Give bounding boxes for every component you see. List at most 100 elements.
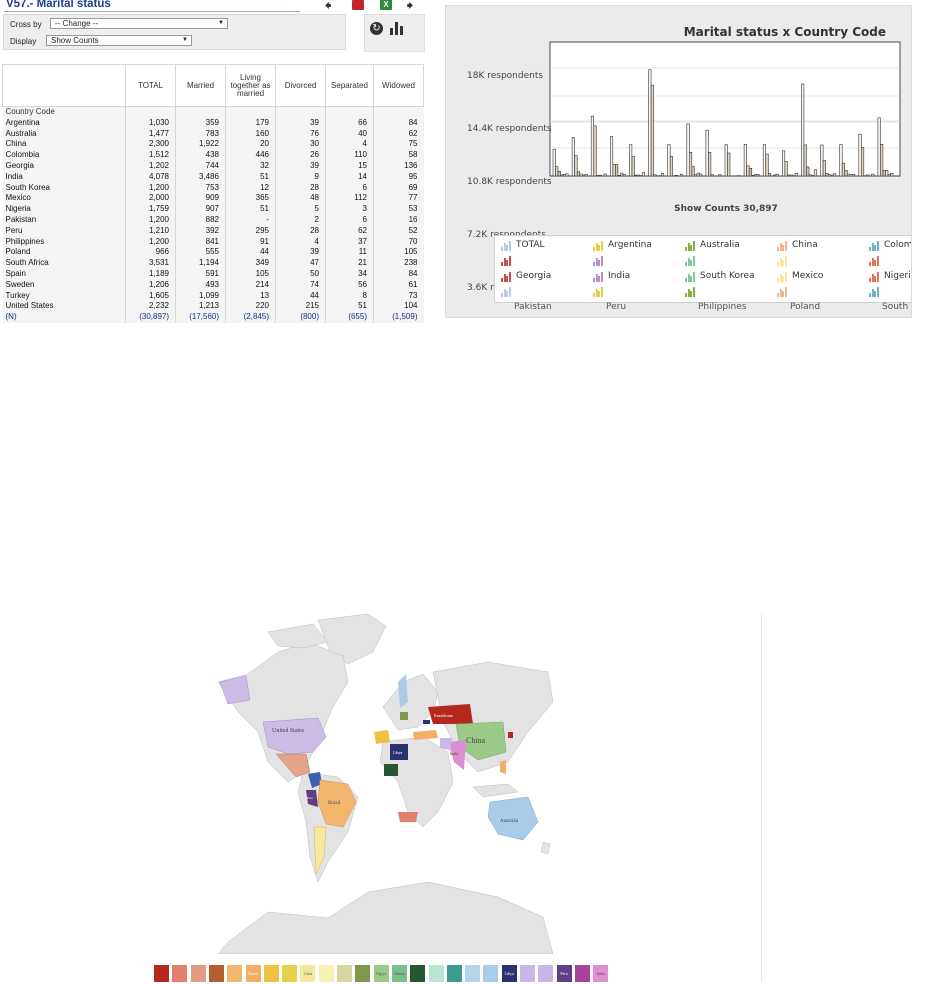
table-row: Spain 1,189 591 105 50 34 84: [2, 268, 424, 280]
map-label-kazakhstan: Kazakhstan: [434, 713, 453, 718]
cross-by-select[interactable]: -- Change -- ▼: [50, 18, 228, 29]
cell-value: 70: [373, 236, 424, 248]
bar-living-together-as-married: [691, 166, 695, 177]
cell-value: 1,922: [175, 139, 226, 151]
spain-shape: [374, 730, 390, 744]
bar-separated: [887, 174, 891, 177]
cell-value: 555: [175, 247, 226, 259]
legend-overflow-label: South: [882, 302, 909, 312]
arrow-right-icon[interactable]: 🠺: [406, 0, 414, 13]
bar-widowed: [680, 173, 684, 177]
bar-living-together-as-married: [787, 174, 791, 177]
col-header[interactable]: Living together as married: [225, 64, 276, 107]
legend-label: South Korea: [700, 271, 755, 281]
arrow-left-icon[interactable]: 🠸: [324, 0, 332, 13]
bar-married: [555, 166, 559, 177]
bar-widowed: [718, 174, 722, 177]
color-scale-swatch: Cuba: [300, 965, 316, 982]
cell-value: 909: [175, 193, 226, 205]
bar-married: [822, 160, 826, 177]
bar-divorced: [866, 174, 870, 177]
cell-value: 220: [225, 301, 276, 313]
total-row: (N) (30,897) (17,560) (2,845) (800) (655) (1,5…: [2, 312, 424, 323]
cell-value: 75: [373, 139, 424, 151]
cell-value: 966: [125, 247, 176, 259]
bar-chart-icon: [501, 256, 511, 266]
col-header[interactable]: TOTAL: [125, 64, 176, 107]
cell-value: 15: [325, 160, 374, 172]
bar-widowed: [852, 174, 856, 177]
bar-widowed: [622, 174, 626, 177]
cell-value: 438: [175, 150, 226, 161]
row-label: United States: [5, 301, 54, 311]
col-header[interactable]: Separated: [325, 64, 374, 107]
bar-chart-icon: [777, 256, 787, 266]
bar-living-together-as-married: [596, 175, 600, 177]
cell-value: 110: [325, 150, 374, 161]
map-label-libya: Libya: [393, 750, 403, 755]
bar-living-together-as-married: [882, 170, 886, 177]
bar-chart-icon: [685, 256, 695, 266]
georgia-shape: [423, 720, 430, 724]
bar-widowed: [794, 173, 798, 177]
display-value: Show Counts: [51, 36, 99, 45]
y-tick-label: 10.8K respondents: [467, 177, 552, 187]
cell-value: 2: [275, 214, 326, 226]
display-select[interactable]: Show Counts ▼: [46, 35, 192, 46]
sweden-shape: [398, 674, 408, 708]
bar-chart-icon[interactable]: [390, 22, 404, 35]
excel-icon[interactable]: X: [378, 0, 394, 11]
col-header[interactable]: Widowed: [373, 64, 424, 107]
cell-value: 104: [373, 301, 424, 313]
bar-chart-icon: [777, 287, 787, 297]
color-scale-swatch: Peru: [556, 965, 572, 982]
bar-separated: [562, 174, 566, 177]
cell-value: 392: [175, 225, 226, 237]
color-scale-swatch: [172, 965, 188, 982]
cell-value: 74: [275, 279, 326, 291]
legend-overflow-label: Pakistan: [514, 302, 552, 312]
cell-value: 907: [175, 204, 226, 215]
bar-married: [860, 147, 865, 177]
cell-value: 73: [373, 290, 424, 302]
cell-value: (30,897): [125, 312, 176, 323]
cell-value: 5: [275, 204, 326, 215]
bar-widowed: [832, 173, 837, 177]
row-label: Philippines: [5, 236, 45, 246]
alaska-shape: [219, 675, 251, 705]
refresh-icon[interactable]: ↻: [370, 22, 383, 35]
row-label: Pakistan: [5, 214, 37, 224]
cell-value: 21: [325, 258, 374, 269]
bar-total: [629, 144, 633, 177]
cell-value: 4: [325, 139, 374, 151]
cell-value: 51: [225, 171, 276, 183]
world-map: United States Brazil China India Austral…: [208, 612, 558, 954]
col-header[interactable]: Divorced: [275, 64, 326, 107]
cell-value: 1,477: [125, 128, 176, 140]
row-label: (N): [5, 312, 17, 322]
color-scale-swatch: [318, 965, 334, 982]
pdf-icon[interactable]: [350, 0, 366, 11]
color-scale-swatch: [227, 965, 243, 982]
bar-chart-icon: [593, 287, 603, 297]
bar-chart-icon: [685, 272, 695, 282]
cell-value: 14: [325, 171, 374, 183]
bar-total: [705, 129, 709, 177]
row-label: Mexico: [5, 193, 31, 203]
cell-value: 1,210: [125, 225, 176, 237]
cell-value: 179: [225, 117, 276, 129]
color-scale-swatch: [263, 965, 279, 982]
table-row: Pakistan 1,200 882-2 6 16: [2, 214, 424, 226]
bar-widowed: [641, 172, 645, 177]
australia-shape: [487, 796, 539, 841]
bar-married: [593, 125, 597, 177]
cell-value: 3,486: [175, 171, 226, 183]
col-header[interactable]: Married: [175, 64, 226, 107]
table-row: Colombia 1,512 438 446 26 110 58: [2, 150, 424, 161]
india-shape: [448, 740, 466, 770]
map-label-peru: Peru: [307, 796, 313, 800]
cross-by-row: Cross by -- Change -- ▼: [10, 18, 340, 30]
cell-value: 215: [275, 301, 326, 313]
bar-divorced: [808, 174, 812, 177]
cell-value: (655): [325, 312, 374, 323]
